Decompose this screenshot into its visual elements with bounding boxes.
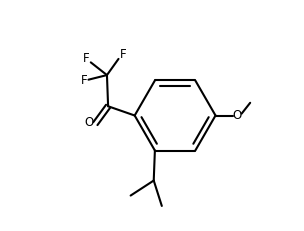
Text: F: F [81, 74, 87, 87]
Text: F: F [83, 52, 89, 65]
Text: O: O [84, 116, 94, 129]
Text: F: F [120, 48, 126, 61]
Text: O: O [233, 109, 242, 122]
